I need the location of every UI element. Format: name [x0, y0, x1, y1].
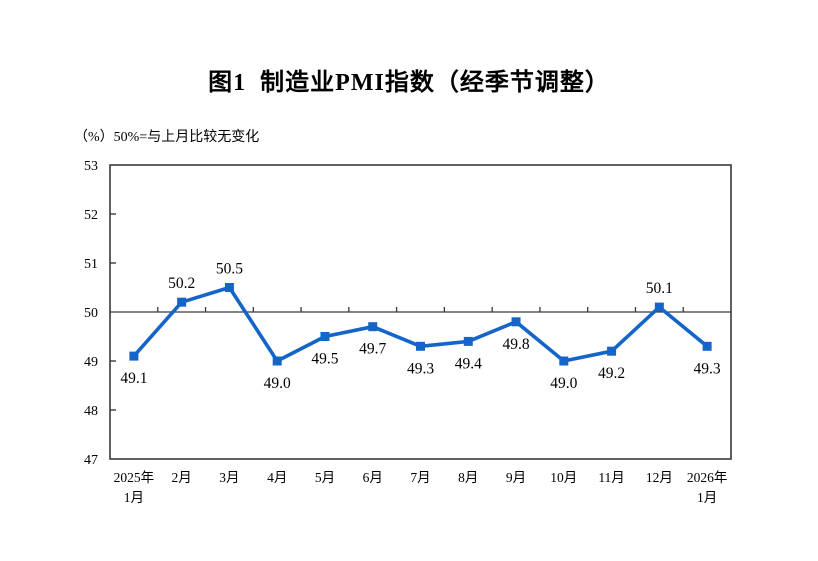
x-axis-label: 9月: [506, 470, 526, 485]
x-axis-label: 2月: [172, 470, 192, 485]
x-axis-label: 5月: [315, 470, 335, 485]
x-axis-label: 8月: [458, 470, 478, 485]
data-point-marker: [129, 351, 139, 361]
data-point-label: 49.8: [502, 336, 529, 353]
chart-subtitle: （%）50%=与上月比较无变化: [74, 130, 260, 145]
x-axis-label: 2026年: [687, 470, 728, 485]
y-axis-label: 50: [84, 306, 98, 321]
data-point-marker: [463, 336, 473, 346]
chart-title: 图1 制造业PMI指数（经季节调整）: [208, 70, 610, 96]
y-axis-label: 51: [84, 257, 98, 272]
x-axis-label: 3月: [219, 470, 239, 485]
y-axis-label: 48: [84, 404, 98, 419]
y-axis-label: 52: [84, 208, 98, 223]
x-axis-label: 10月: [550, 470, 577, 485]
y-axis-label: 47: [84, 453, 98, 468]
data-point-label: 49.7: [359, 341, 386, 358]
data-point-label: 49.3: [407, 360, 434, 377]
data-point-label: 49.1: [120, 370, 147, 387]
x-axis-label: 6月: [363, 470, 383, 485]
data-point-marker: [368, 322, 378, 332]
x-axis-label: 1月: [124, 490, 144, 505]
data-point-label: 50.5: [216, 261, 243, 278]
data-point-marker: [607, 346, 617, 356]
y-axis-label: 53: [84, 159, 98, 174]
data-point-label: 49.2: [598, 365, 625, 382]
data-point-marker: [224, 283, 234, 292]
data-point-marker: [272, 356, 282, 366]
data-point-label: 50.1: [646, 280, 673, 297]
x-axis-label: 12月: [646, 470, 673, 485]
data-point-label: 49.5: [311, 351, 338, 368]
y-axis-label: 49: [84, 355, 98, 370]
data-point-marker: [559, 356, 569, 366]
data-point-label: 50.2: [168, 275, 195, 292]
data-point-label: 49.0: [550, 375, 577, 392]
x-axis-label: 4月: [267, 470, 287, 485]
x-axis-label: 7月: [410, 470, 430, 485]
data-point-marker: [416, 341, 425, 351]
data-point-marker: [177, 297, 187, 307]
x-axis-label: 2025年: [114, 470, 155, 485]
data-point-marker: [702, 341, 712, 351]
x-axis-label: 1月: [697, 490, 717, 505]
data-point-label: 49.4: [455, 355, 482, 372]
data-point-marker: [511, 317, 521, 327]
x-axis-label: 11月: [598, 470, 625, 485]
data-point-marker: [320, 332, 330, 341]
data-point-label: 49.0: [264, 375, 291, 392]
data-point-label: 49.3: [694, 360, 721, 377]
data-point-marker: [654, 302, 664, 312]
